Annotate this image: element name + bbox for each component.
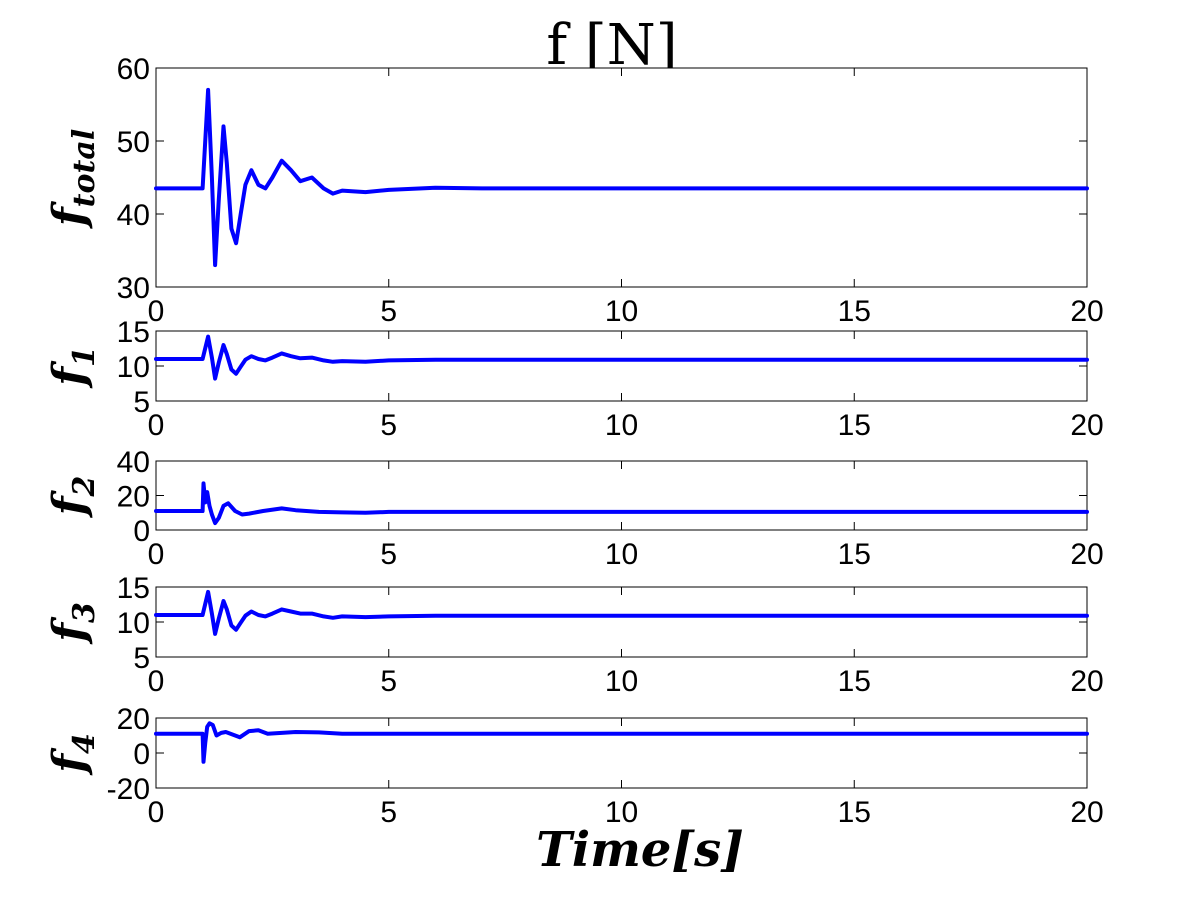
y-tick-label: 60: [117, 53, 150, 86]
x-tick-label: 15: [838, 409, 871, 442]
x-tick-label: 0: [148, 295, 165, 328]
x-tick-label: 5: [380, 295, 397, 328]
y-tick-label: 0: [133, 515, 150, 548]
series-line: [154, 87, 1089, 268]
y-tick-label: 0: [133, 738, 150, 771]
y-tick-label: 10: [117, 351, 150, 384]
subplot-1: 0 5 10 15 20 30 40 50 60 ftotal: [44, 53, 1104, 328]
y-tick-label: 10: [117, 607, 150, 640]
x-tick-label: 10: [605, 409, 638, 442]
x-tick-label: 20: [1070, 538, 1103, 571]
y-tick-label: 20: [117, 481, 150, 514]
axes-frame: [155, 586, 1088, 658]
y-axis-label: f2: [44, 476, 102, 519]
x-tick-label: 20: [1070, 295, 1103, 328]
y-tick-label: 40: [117, 446, 150, 479]
series-line: [154, 334, 1089, 381]
x-tick-label: 20: [1070, 796, 1103, 829]
y-tick-label: 15: [117, 572, 150, 605]
y-tick-label: 40: [117, 199, 150, 232]
y-tick-label: 5: [133, 386, 150, 419]
y-axis-label-subscript: 1: [67, 346, 102, 367]
y-axis-label-subscript: total: [67, 129, 102, 208]
x-tick-label: 5: [380, 665, 397, 698]
x-tick-label: 10: [605, 796, 638, 829]
y-axis-label-subscript: 4: [67, 733, 102, 754]
figure-title: f [N]: [546, 13, 677, 78]
y-tick-label: -20: [107, 773, 150, 806]
x-tick-label: 10: [605, 665, 638, 698]
x-tick-label: 20: [1070, 665, 1103, 698]
x-tick-label: 0: [148, 538, 165, 571]
series-line: [154, 589, 1089, 636]
y-axis-label: ftotal: [44, 129, 102, 230]
y-axis-label: f3: [44, 602, 102, 645]
series-line: [154, 481, 1089, 526]
x-tick-label: 0: [148, 796, 165, 829]
series-line: [154, 721, 1089, 764]
x-tick-label: 20: [1070, 409, 1103, 442]
x-tick-label: 15: [838, 295, 871, 328]
y-axis-label-subscript: 3: [67, 602, 102, 623]
x-tick-label: 15: [838, 665, 871, 698]
y-tick-label: 20: [117, 703, 150, 736]
axes-frame: [155, 717, 1088, 789]
x-tick-label: 0: [148, 409, 165, 442]
y-axis-label: f1: [44, 346, 102, 389]
x-tick-label: 5: [380, 409, 397, 442]
y-tick-label: 50: [117, 126, 150, 159]
y-tick-label: 5: [133, 642, 150, 675]
x-tick-label: 5: [380, 538, 397, 571]
axes-frame: [155, 460, 1088, 531]
x-tick-label: 10: [605, 295, 638, 328]
x-tick-label: 10: [605, 538, 638, 571]
y-axis-label: f4: [44, 733, 102, 776]
x-axis-label: Time[s]: [536, 822, 744, 878]
x-tick-label: 15: [838, 538, 871, 571]
y-tick-label: 30: [117, 272, 150, 305]
x-tick-label: 5: [380, 796, 397, 829]
y-tick-label: 15: [117, 316, 150, 349]
x-tick-label: 0: [148, 665, 165, 698]
axes-frame: [155, 330, 1088, 402]
x-tick-label: 15: [838, 796, 871, 829]
y-axis-label-subscript: 2: [67, 476, 102, 498]
